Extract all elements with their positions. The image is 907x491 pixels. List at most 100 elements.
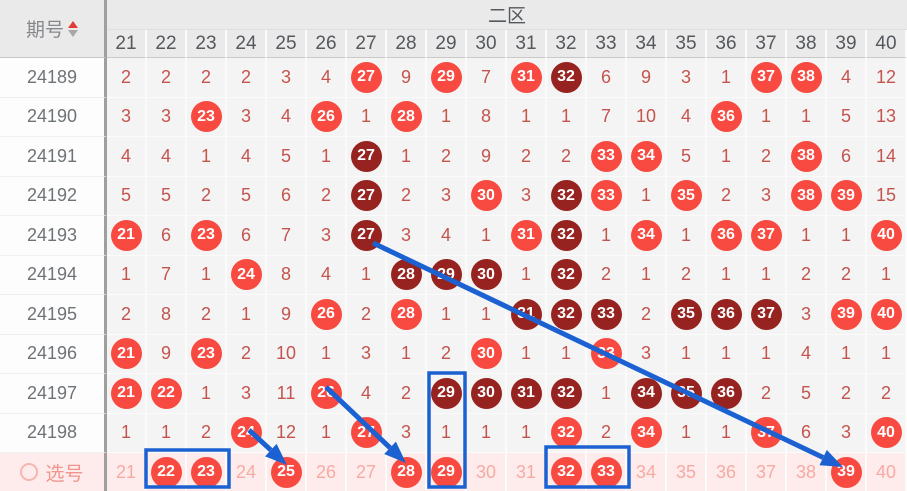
- miss-count: 6: [280, 185, 291, 206]
- column-header: 29: [427, 30, 467, 58]
- grid-cell: 2: [187, 413, 227, 453]
- grid-cell: 9: [387, 58, 427, 98]
- grid-cell: 30: [467, 334, 507, 374]
- pick-cell[interactable]: 26: [307, 453, 347, 491]
- drawn-number-ball: 21: [110, 338, 142, 370]
- issue-cell: 24190: [0, 97, 107, 137]
- pick-cell[interactable]: 29: [427, 453, 467, 491]
- grid-cell: 1: [187, 137, 227, 177]
- miss-count: 1: [200, 145, 211, 166]
- grid-cell: 26: [307, 295, 347, 335]
- pick-cell[interactable]: 40: [867, 453, 907, 491]
- grid-cell: 2: [387, 374, 427, 414]
- drawn-number-ball: 27: [350, 61, 382, 93]
- pick-cell[interactable]: 34: [627, 453, 667, 491]
- miss-count: 1: [800, 224, 811, 245]
- grid-cell: 1: [507, 97, 547, 137]
- sort-asc-icon[interactable]: [68, 20, 78, 28]
- miss-count: 2: [720, 185, 731, 206]
- grid-cell: 37: [747, 413, 787, 453]
- miss-count: 1: [600, 382, 611, 403]
- drawn-number-ball: 37: [750, 417, 782, 449]
- grid-cell: 1: [307, 413, 347, 453]
- drawn-number-ball: 28: [390, 101, 422, 133]
- pick-cell[interactable]: 27: [347, 453, 387, 491]
- pick-cell[interactable]: 33: [587, 453, 627, 491]
- pick-cell[interactable]: 24: [227, 453, 267, 491]
- pick-cell[interactable]: 23: [187, 453, 227, 491]
- grid-cell: 9: [467, 137, 507, 177]
- grid-cell: 2: [187, 295, 227, 335]
- miss-count: 1: [400, 145, 411, 166]
- pick-number: 26: [315, 461, 337, 482]
- grid-cell: 1: [707, 413, 747, 453]
- grid-cell: 39: [827, 295, 867, 335]
- miss-count: 2: [240, 66, 251, 87]
- grid-cell: 1: [427, 413, 467, 453]
- pick-cell[interactable]: 35: [667, 453, 707, 491]
- grid-cell: 5: [227, 176, 267, 216]
- grid-cell: 1: [307, 334, 347, 374]
- pick-cell[interactable]: 36: [707, 453, 747, 491]
- grid-cell: 4: [147, 137, 187, 177]
- grid-cell: 15: [867, 176, 907, 216]
- pick-cell[interactable]: 38: [787, 453, 827, 491]
- grid-cell: 27: [347, 413, 387, 453]
- pick-cell[interactable]: 31: [507, 453, 547, 491]
- pick-number: 36: [715, 461, 737, 482]
- grid-cell: 24: [227, 413, 267, 453]
- grid-cell: 24: [227, 255, 267, 295]
- grid-cell: 1: [707, 137, 747, 177]
- pick-cell[interactable]: 25: [267, 453, 307, 491]
- grid-cell: 38: [787, 58, 827, 98]
- grid-cell: 2: [667, 255, 707, 295]
- miss-count: 2: [200, 185, 211, 206]
- miss-count: 2: [680, 264, 691, 285]
- miss-count: 2: [880, 382, 891, 403]
- grid-cell: 3: [107, 97, 147, 137]
- drawn-number-ball: 33: [590, 456, 622, 488]
- drawn-number-ball: 33: [590, 298, 622, 330]
- miss-count: 4: [280, 106, 291, 127]
- pick-cell[interactable]: 30: [467, 453, 507, 491]
- sort-control[interactable]: [68, 20, 78, 37]
- grid-cell: 6: [587, 58, 627, 98]
- grid-cell: 6: [787, 413, 827, 453]
- miss-count: 1: [320, 422, 331, 443]
- miss-count: 15: [875, 185, 897, 206]
- miss-count: 2: [760, 145, 771, 166]
- drawn-number-ball: 39: [830, 180, 862, 212]
- grid-cell: 3: [427, 176, 467, 216]
- miss-count: 2: [440, 343, 451, 364]
- issue-cell: 24192: [0, 176, 107, 216]
- miss-count: 1: [680, 224, 691, 245]
- grid-cell: 3: [227, 374, 267, 414]
- grid-cell: 1: [507, 413, 547, 453]
- grid-cell: 1: [507, 255, 547, 295]
- pick-cell[interactable]: 28: [387, 453, 427, 491]
- miss-count: 2: [200, 303, 211, 324]
- drawn-number-ball: 35: [670, 180, 702, 212]
- miss-count: 1: [880, 343, 891, 364]
- drawn-number-ball: 28: [390, 298, 422, 330]
- grid-cell: 3: [387, 216, 427, 256]
- grid-cell: 2: [787, 255, 827, 295]
- issue-header[interactable]: 期号: [0, 0, 107, 58]
- pick-cell[interactable]: 22: [147, 453, 187, 491]
- grid-cell: 3: [667, 58, 707, 98]
- miss-count: 1: [520, 264, 531, 285]
- pick-cell[interactable]: 37: [747, 453, 787, 491]
- pick-cell[interactable]: 32: [547, 453, 587, 491]
- grid-cell: 29: [427, 255, 467, 295]
- grid-cell: 26: [307, 97, 347, 137]
- pick-cell[interactable]: 21: [107, 453, 147, 491]
- grid-cell: 29: [427, 374, 467, 414]
- sort-desc-icon[interactable]: [68, 29, 78, 37]
- pick-number: 34: [635, 461, 657, 482]
- column-header: 37: [747, 30, 787, 58]
- grid-cell: 1: [427, 295, 467, 335]
- miss-count: 1: [360, 106, 371, 127]
- pick-cell[interactable]: 39: [827, 453, 867, 491]
- radio-icon[interactable]: [20, 463, 39, 481]
- grid-cell: 1: [587, 374, 627, 414]
